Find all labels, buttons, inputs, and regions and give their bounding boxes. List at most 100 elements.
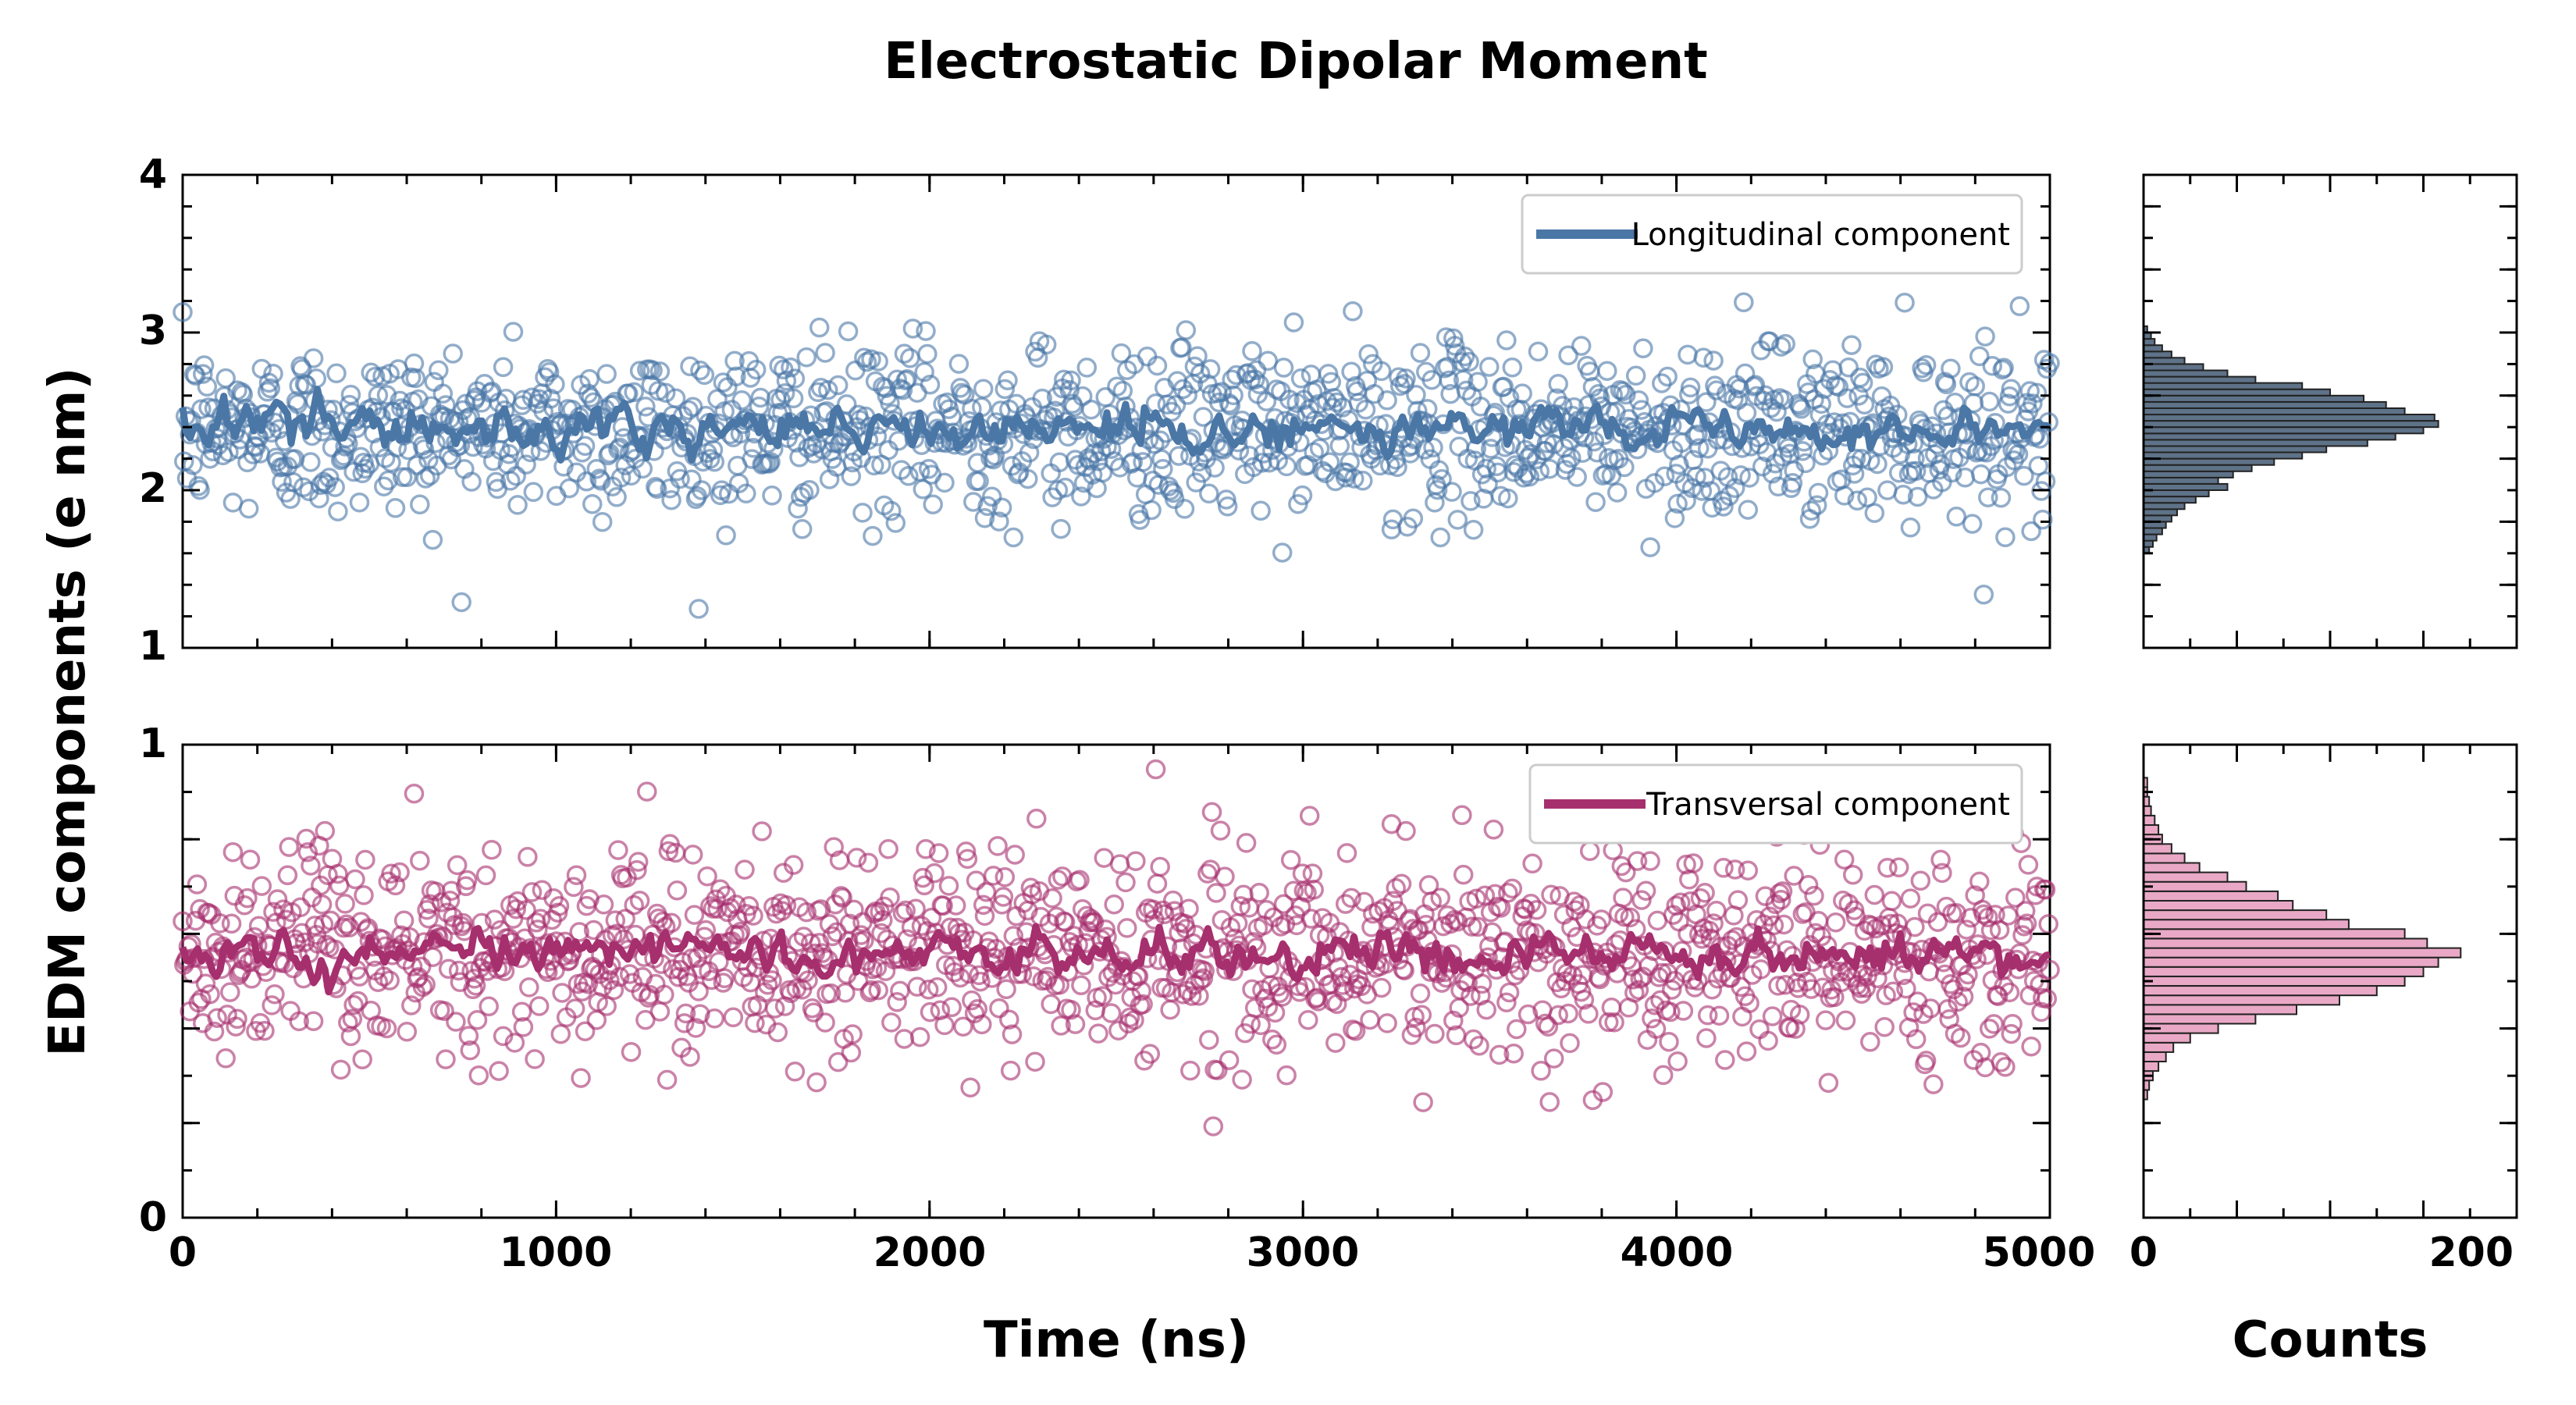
scatter-point xyxy=(1051,1016,1071,1036)
scatter-point xyxy=(1155,978,1176,998)
scatter-point xyxy=(301,452,321,472)
histogram-bar xyxy=(2143,956,2439,968)
scatter-point xyxy=(878,839,898,859)
scatter-point xyxy=(1927,912,1948,932)
scatter-point xyxy=(1598,1012,1619,1033)
histogram-bar xyxy=(2143,375,2257,384)
scatter-point xyxy=(1341,361,1361,382)
scatter-point xyxy=(1048,870,1069,890)
scatter-point xyxy=(1794,432,1814,452)
scatter-point xyxy=(1815,1010,1836,1030)
scatter-point xyxy=(963,492,984,512)
scatter-point xyxy=(1126,851,1146,871)
scatter-point xyxy=(489,1061,509,1081)
scatter-point xyxy=(1724,478,1745,499)
scatter-point xyxy=(1217,496,1238,517)
scatter-point xyxy=(993,887,1014,907)
scatter-point xyxy=(1482,922,1503,943)
scatter-point xyxy=(1193,968,1214,989)
scatter-point xyxy=(1177,385,1197,405)
scatter-point xyxy=(2009,296,2030,317)
scatter-point xyxy=(1358,344,1379,365)
scatter-point xyxy=(783,388,804,409)
scatter-point xyxy=(800,933,821,953)
scatter-point xyxy=(917,343,938,365)
scatter-point xyxy=(593,895,614,915)
scatter-point xyxy=(1444,336,1465,356)
scatter-point xyxy=(799,479,820,500)
scatter-point xyxy=(484,909,505,930)
scatter-point xyxy=(1206,883,1226,903)
scatter-point xyxy=(289,1011,309,1032)
legend-transversal-label: Transversal component xyxy=(1646,787,2010,823)
scatter-point xyxy=(970,971,991,992)
scatter-point xyxy=(342,1008,363,1029)
scatter-point xyxy=(1861,916,1882,936)
scatter-point xyxy=(1801,500,1822,521)
scatter-point xyxy=(1824,412,1845,432)
scatter-point xyxy=(1905,461,1927,482)
scatter-point xyxy=(1543,1048,1564,1069)
scatter-point xyxy=(263,363,283,384)
scatter-point xyxy=(1391,873,1412,895)
scatter-point xyxy=(610,437,630,457)
scatter-point xyxy=(1208,1060,1228,1080)
scatter-point xyxy=(260,378,281,399)
scatter-point xyxy=(543,398,564,418)
scatter-point xyxy=(1461,491,1481,511)
histogram-longitudinal-bars xyxy=(2143,325,2439,554)
scatter-point xyxy=(1283,880,1304,902)
scatter-point xyxy=(1979,1019,2000,1039)
scatter-point xyxy=(1517,1004,1539,1025)
scatter-point xyxy=(326,363,347,384)
scatter-point xyxy=(1081,399,1101,420)
scatter-point xyxy=(1249,883,1269,903)
scatter-point xyxy=(776,895,797,916)
scatter-point xyxy=(207,1008,227,1028)
scatter-point xyxy=(414,439,435,460)
scatter-point xyxy=(868,980,888,1001)
scatter-point xyxy=(1447,510,1468,530)
scatter-point xyxy=(1430,887,1450,908)
scatter-point xyxy=(1736,1041,1757,1062)
scatter-point xyxy=(415,974,436,994)
scatter-point xyxy=(1382,891,1404,912)
histogram-transversal: 0 200 xyxy=(2129,743,2518,1276)
panel-longitudinal-ticks xyxy=(181,173,2051,649)
scatter-point xyxy=(173,302,193,322)
scatter-point xyxy=(1905,1029,1927,1050)
scatter-point xyxy=(1806,495,1827,515)
scatter-point xyxy=(2016,913,2037,934)
scatter-point xyxy=(1371,361,1392,382)
scatter-point xyxy=(1731,465,1751,486)
scatter-point xyxy=(1272,542,1293,563)
scatter-point xyxy=(1597,361,1617,381)
scatter-point xyxy=(887,992,907,1012)
scatter-point xyxy=(311,894,333,915)
scatter-point xyxy=(706,889,726,909)
scatter-point xyxy=(465,976,486,996)
scatter-point xyxy=(1452,805,1472,826)
scatter-point xyxy=(1115,872,1136,893)
scatter-point xyxy=(2012,925,2033,945)
scatter-point xyxy=(1804,885,1824,906)
scatter-point xyxy=(1215,866,1235,887)
scatter-point xyxy=(1154,904,1175,925)
scatter-point xyxy=(1453,864,1474,885)
x-tick-label-0: 0 xyxy=(169,1229,197,1276)
panel-longitudinal: 1 2 3 4 Longitudinal component xyxy=(139,151,2060,670)
scatter-point xyxy=(1745,375,1766,395)
scatter-point xyxy=(841,466,862,486)
scatter-point xyxy=(1344,468,1364,489)
scatter-point xyxy=(453,912,473,934)
scatter-point xyxy=(582,494,603,514)
scatter-point xyxy=(957,848,978,870)
histogram-bar xyxy=(2143,382,2304,390)
scatter-point xyxy=(1910,870,1931,891)
scatter-point xyxy=(552,983,572,1003)
histogram-bar xyxy=(2143,890,2279,902)
scatter-point xyxy=(1616,384,1636,405)
scatter-point xyxy=(1881,891,1902,912)
scatter-point xyxy=(1738,860,1759,880)
scatter-point xyxy=(1895,292,1915,313)
